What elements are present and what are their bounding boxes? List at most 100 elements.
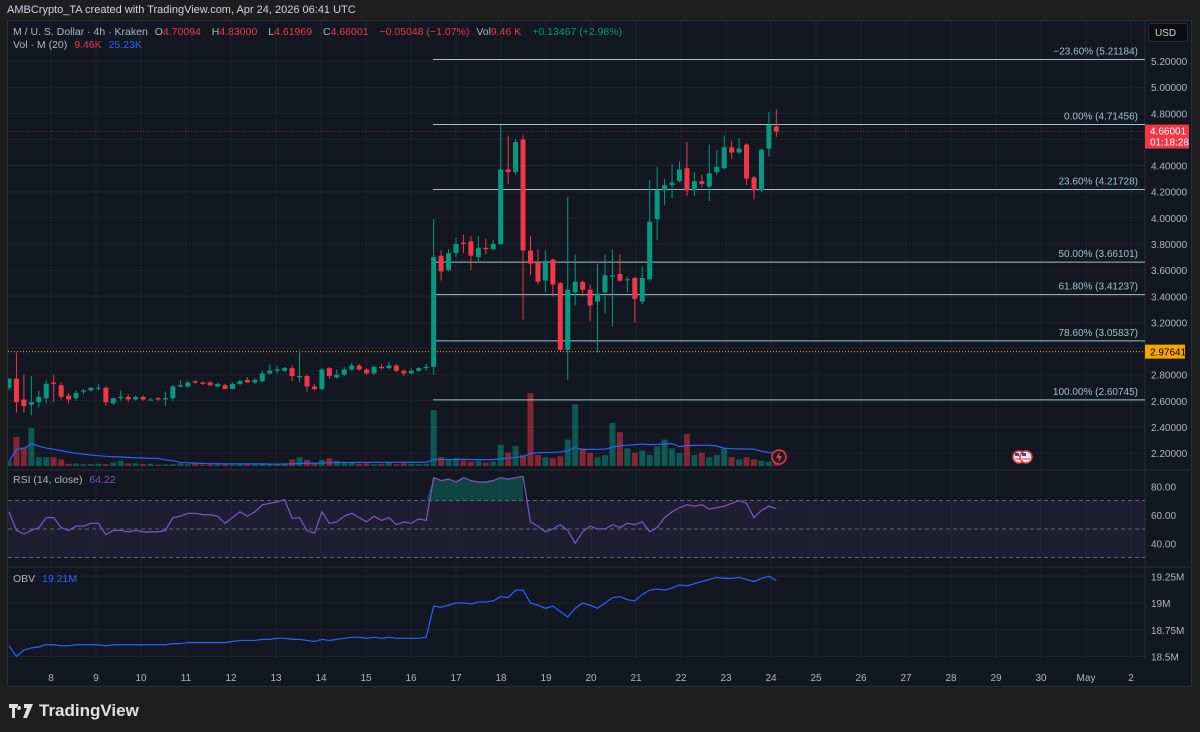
candle-body[interactable]	[364, 369, 370, 374]
candle-body[interactable]	[662, 185, 668, 191]
candle-body[interactable]	[632, 277, 638, 299]
candle-body[interactable]	[736, 148, 742, 153]
candle-body[interactable]	[289, 368, 295, 376]
candle-body[interactable]	[714, 166, 720, 173]
candle-body[interactable]	[36, 396, 42, 403]
candle-body[interactable]	[609, 275, 615, 277]
candle-body[interactable]	[624, 279, 630, 281]
volume-indicator-label[interactable]: Vol · M (20)	[13, 39, 68, 51]
candle-body[interactable]	[744, 144, 750, 179]
candle-body[interactable]	[572, 281, 578, 293]
candle-body[interactable]	[200, 382, 206, 384]
rsi-line[interactable]	[8, 475, 777, 545]
candle-body[interactable]	[542, 260, 548, 281]
candle-body[interactable]	[356, 365, 362, 370]
candle-body[interactable]	[349, 365, 355, 370]
tradingview-logo[interactable]: TradingView	[9, 701, 139, 721]
candle-body[interactable]	[43, 383, 49, 399]
candle-body[interactable]	[773, 126, 779, 132]
candle-body[interactable]	[669, 182, 675, 186]
candle-body[interactable]	[460, 242, 466, 244]
candle-body[interactable]	[721, 147, 727, 169]
candle-body[interactable]	[528, 250, 533, 264]
candle-body[interactable]	[51, 382, 57, 384]
candle-body[interactable]	[699, 181, 705, 184]
price-pane[interactable]: −23.60% (5.21184) 0.00% (4.71456) 23.60% (…	[6, 46, 1145, 466]
candle-body[interactable]	[148, 399, 154, 401]
candle-body[interactable]	[684, 168, 690, 191]
candle-body[interactable]	[21, 399, 27, 407]
candle-body[interactable]	[334, 374, 340, 378]
candle-body[interactable]	[259, 373, 265, 382]
candle-body[interactable]	[535, 262, 541, 282]
candle-body[interactable]	[237, 381, 243, 384]
candle-body[interactable]	[468, 241, 474, 256]
candle-body[interactable]	[252, 379, 258, 383]
candle-body[interactable]	[103, 387, 109, 403]
candle-body[interactable]	[81, 390, 86, 392]
candle-body[interactable]	[401, 370, 407, 374]
candle-body[interactable]	[386, 365, 392, 369]
candle-body[interactable]	[140, 396, 146, 400]
obv-line[interactable]	[8, 575, 777, 658]
candle-body[interactable]	[654, 190, 660, 220]
candle-body[interactable]	[311, 386, 317, 390]
candle-body[interactable]	[393, 365, 399, 371]
candle-body[interactable]	[125, 396, 131, 400]
candle-body[interactable]	[766, 125, 772, 149]
candle-body[interactable]	[706, 173, 712, 187]
candle-body[interactable]	[192, 381, 198, 383]
candle-body[interactable]	[595, 293, 601, 302]
candle-body[interactable]	[498, 169, 504, 244]
candle-body[interactable]	[215, 383, 221, 387]
candle-body[interactable]	[177, 385, 183, 387]
candle-body[interactable]	[691, 181, 697, 191]
us-flag-event-icon[interactable]	[1019, 450, 1033, 464]
candle-body[interactable]	[170, 386, 176, 399]
candle-body[interactable]	[423, 366, 429, 369]
candle-body[interactable]	[580, 281, 586, 290]
candle-body[interactable]	[505, 169, 511, 173]
candle-body[interactable]	[677, 169, 682, 182]
candle-body[interactable]	[118, 396, 124, 399]
candle-body[interactable]	[416, 368, 422, 371]
candle-body[interactable]	[267, 370, 273, 374]
symbol-name[interactable]: M / U. S. Dollar · 4h · Kraken	[13, 26, 148, 38]
candle-body[interactable]	[617, 274, 623, 281]
currency-button[interactable]: USD	[1148, 23, 1188, 42]
candle-body[interactable]	[587, 289, 593, 306]
candle-body[interactable]	[66, 395, 72, 400]
candle-body[interactable]	[475, 247, 481, 258]
candle-body[interactable]	[7, 378, 12, 388]
candle-body[interactable]	[513, 142, 519, 173]
candle-body[interactable]	[550, 259, 556, 285]
candle-body[interactable]	[95, 387, 101, 389]
rsi-label[interactable]: RSI (14, close)	[13, 474, 83, 486]
candle-body[interactable]	[341, 369, 347, 375]
candle-body[interactable]	[408, 370, 414, 374]
candle-body[interactable]	[602, 275, 608, 293]
candle-body[interactable]	[185, 382, 191, 387]
candle-body[interactable]	[282, 368, 288, 371]
candle-body[interactable]	[446, 253, 452, 271]
candle-body[interactable]	[162, 398, 168, 400]
obv-label[interactable]: OBV	[13, 573, 36, 585]
candle-body[interactable]	[110, 398, 116, 404]
candle-body[interactable]	[371, 366, 377, 374]
candle-body[interactable]	[379, 366, 384, 369]
candle-body[interactable]	[319, 369, 325, 390]
candle-body[interactable]	[729, 147, 735, 153]
candle-body[interactable]	[155, 398, 161, 400]
candle-body[interactable]	[490, 243, 496, 250]
candle-body[interactable]	[28, 402, 34, 405]
lightning-icon[interactable]	[771, 449, 787, 465]
candle-body[interactable]	[557, 283, 563, 350]
candle-body[interactable]	[758, 149, 764, 191]
candle-body[interactable]	[751, 177, 757, 191]
candle-body[interactable]	[207, 382, 213, 386]
candle-body[interactable]	[304, 375, 310, 387]
candle-body[interactable]	[297, 375, 303, 378]
candle-body[interactable]	[639, 277, 645, 302]
candle-body[interactable]	[483, 247, 489, 250]
